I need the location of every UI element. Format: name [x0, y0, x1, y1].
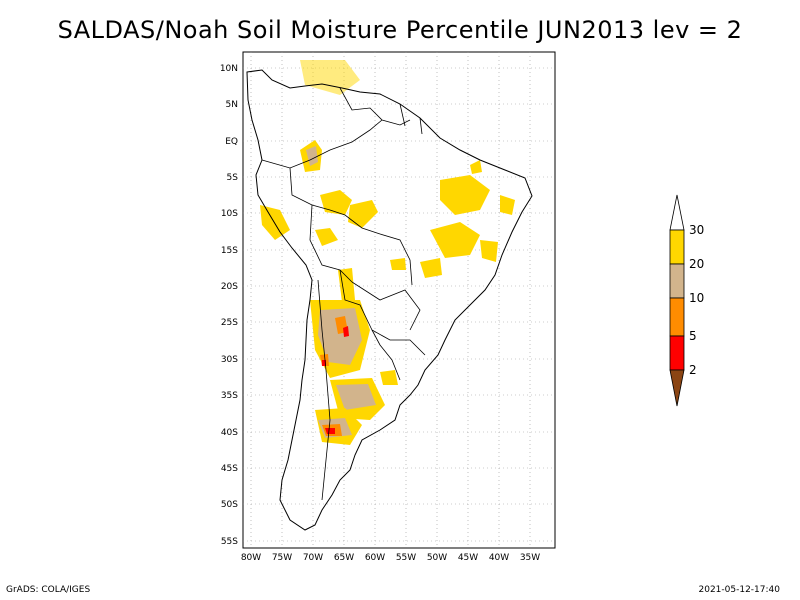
colorbar-2-5	[669, 335, 685, 371]
map-frame	[242, 51, 556, 549]
lat-label: 10S	[221, 209, 238, 219]
lat-label: 5S	[227, 173, 239, 183]
lat-label: 40S	[221, 428, 238, 438]
colorbar-label: 10	[689, 291, 704, 305]
lat-label: 30S	[221, 355, 238, 365]
lat-label: 5N	[226, 100, 238, 110]
lat-tick-labels: 10N 5N EQ 5S 10S 15S 20S 25S 30S 35S 40S…	[220, 64, 238, 547]
lat-label: 10N	[220, 64, 238, 74]
shaded-regions	[260, 60, 515, 445]
lon-label: 50W	[427, 553, 447, 563]
colorbar: 30 20 10 5 2	[669, 194, 704, 407]
colorbar-5-10	[669, 297, 685, 337]
colorbar-20-30	[669, 229, 685, 265]
lon-label: 65W	[334, 553, 354, 563]
lon-label: 45W	[458, 553, 478, 563]
lon-label: 40W	[489, 553, 509, 563]
colorbar-label: 20	[689, 257, 704, 271]
colorbar-label: 30	[689, 223, 704, 237]
lon-label: 70W	[303, 553, 323, 563]
lon-label: 75W	[272, 553, 292, 563]
lon-label: 35W	[520, 553, 540, 563]
lat-label: EQ	[225, 137, 238, 147]
footer-credit: GrADS: COLA/IGES	[6, 585, 91, 595]
lat-label: 45S	[221, 464, 238, 474]
lat-label: 20S	[221, 282, 238, 292]
colorbar-label: 2	[689, 363, 697, 377]
lon-label: 55W	[396, 553, 416, 563]
lat-label: 55S	[221, 537, 238, 547]
footer-timestamp: 2021-05-12-17:40	[698, 585, 781, 595]
country-borders	[261, 87, 426, 501]
lon-tick-labels: 80W 75W 70W 65W 60W 55W 50W 45W 40W 35W	[241, 553, 540, 563]
lon-label: 80W	[241, 553, 261, 563]
lat-label: 50S	[221, 500, 238, 510]
colorbar-below-2	[669, 369, 685, 407]
map-title: SALDAS/Noah Soil Moisture Percentile JUN…	[57, 16, 743, 44]
coastline	[246, 69, 533, 531]
lat-label: 25S	[221, 318, 238, 328]
lat-label: 35S	[221, 391, 238, 401]
lon-label: 60W	[365, 553, 385, 563]
lat-label: 15S	[221, 246, 238, 256]
colorbar-10-20	[669, 263, 685, 299]
colorbar-label: 5	[689, 329, 697, 343]
colorbar-above-30	[669, 194, 685, 231]
